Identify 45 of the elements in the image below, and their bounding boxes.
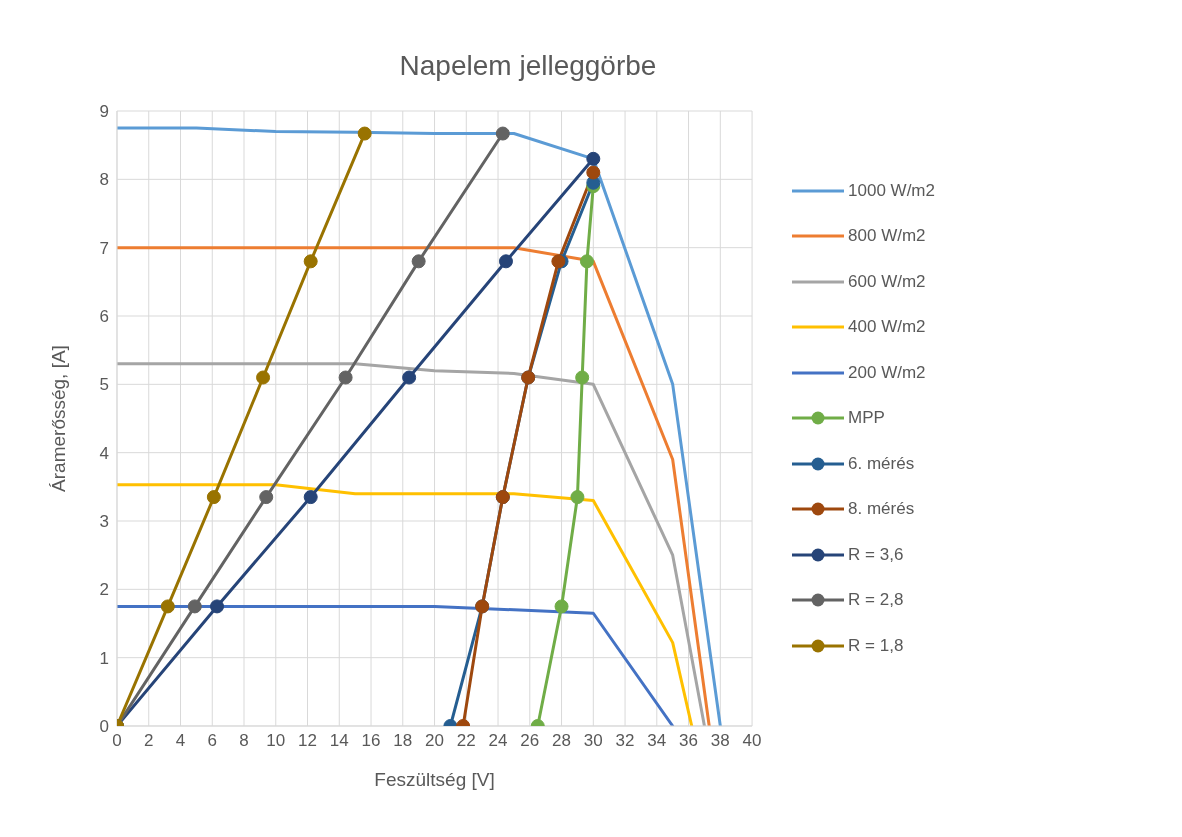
x-tick-label: 22 xyxy=(456,731,476,751)
y-tick-label: 8 xyxy=(99,170,109,190)
x-tick-label: 30 xyxy=(583,731,603,751)
legend-label: MPP xyxy=(848,408,885,428)
y-tick-label: 4 xyxy=(99,443,109,463)
x-tick-label: 0 xyxy=(112,731,122,751)
x-tick-label: 6 xyxy=(207,731,217,751)
y-tick-label: 7 xyxy=(99,238,109,258)
legend-label: 8. mérés xyxy=(848,499,915,519)
x-tick-label: 18 xyxy=(393,731,413,751)
y-tick-label: 3 xyxy=(99,512,109,532)
y-axis-title: Áramerősség, [A] xyxy=(47,345,69,492)
legend-label: R = 3,6 xyxy=(848,544,904,565)
legend-label: 6. mérés xyxy=(848,453,915,474)
x-tick-label: 4 xyxy=(175,731,186,751)
legend-label: 200 W/m2 xyxy=(848,362,926,383)
legend-label: R = 1,8 xyxy=(848,635,904,656)
chart-title: Napelem jelleggörbe xyxy=(398,50,658,82)
x-tick-label: 10 xyxy=(266,731,286,751)
x-axis-title: Feszültség [V] xyxy=(374,769,495,790)
x-tick-label: 40 xyxy=(742,731,762,751)
y-tick-label: 9 xyxy=(99,102,109,122)
x-tick-label: 28 xyxy=(552,731,571,751)
x-tick-label: 12 xyxy=(298,731,317,751)
x-tick-label: 20 xyxy=(425,731,444,751)
legend-label: 600 W/m2 xyxy=(848,271,926,292)
y-tick-label: 5 xyxy=(99,375,109,395)
legend-label: R = 2,8 xyxy=(848,590,904,610)
legend-label: 1000 W/m2 xyxy=(848,180,935,201)
x-tick-label: 34 xyxy=(647,731,667,751)
x-tick-label: 2 xyxy=(144,731,154,751)
y-tick-label: 1 xyxy=(99,648,109,668)
y-tick-label: 2 xyxy=(99,580,109,600)
x-tick-label: 38 xyxy=(710,731,730,751)
x-tick-label: 8 xyxy=(239,731,249,751)
y-tick-label: 0 xyxy=(99,717,109,737)
x-tick-label: 36 xyxy=(679,731,699,751)
legend-label: 400 W/m2 xyxy=(848,317,926,337)
x-tick-label: 32 xyxy=(615,731,635,751)
y-tick-label: 6 xyxy=(99,307,109,327)
x-tick-label: 14 xyxy=(329,731,349,751)
legend-label: 800 W/m2 xyxy=(848,226,926,246)
x-tick-label: 24 xyxy=(488,731,508,751)
x-tick-label: 26 xyxy=(520,731,540,751)
x-tick-label: 16 xyxy=(361,731,381,751)
